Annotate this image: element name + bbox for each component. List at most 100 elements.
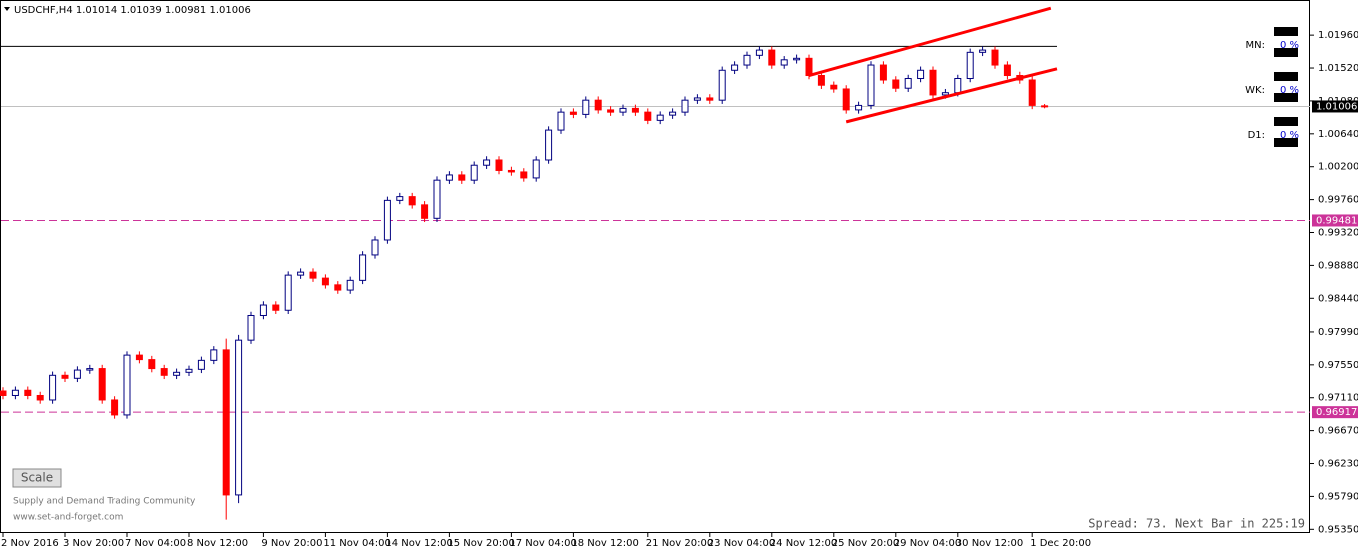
x-tick-label: 3 Nov 20:00 (63, 538, 124, 549)
candle-body (259, 304, 267, 316)
candle-body (842, 88, 850, 111)
widget-bar (1274, 48, 1298, 57)
candle-body (669, 111, 677, 116)
candle-body (383, 199, 391, 241)
x-tick-label: 29 Nov 04:00 (894, 538, 961, 549)
candle-body (532, 159, 540, 179)
candle-body (520, 171, 528, 179)
candle-body (73, 369, 81, 379)
candle-body (607, 109, 615, 113)
candle-body (631, 107, 639, 113)
candle-body (755, 49, 763, 56)
y-tick-label: 0.97990 (1318, 327, 1358, 338)
y-tick-label: 1.00640 (1318, 129, 1358, 140)
x-tick-label: 14 Nov 12:00 (385, 538, 452, 549)
candle-body (892, 79, 900, 89)
x-tick-label: 1 Dec 20:00 (1030, 538, 1091, 549)
y-tick-label: 0.97550 (1318, 360, 1358, 371)
candle-body (334, 284, 342, 291)
candle-body (359, 254, 367, 281)
y-tick-label: 0.95790 (1318, 491, 1358, 502)
candle-body (830, 84, 838, 90)
x-tick-label: 2 Nov 2016 (1, 538, 59, 549)
chart-title: USDCHF,H4 1.01014 1.01039 1.00981 1.0100… (14, 5, 251, 16)
x-tick-label: 25 Nov 20:00 (832, 538, 899, 549)
candle-body (507, 169, 515, 173)
candle-body (247, 314, 255, 341)
level-label: 0.96917 (1316, 407, 1357, 418)
widget-bar (1274, 117, 1298, 126)
trendline (808, 6, 1052, 77)
widget-bar (1274, 138, 1298, 147)
x-tick-label: 15 Nov 20:00 (447, 538, 514, 549)
y-tick-label: 0.99320 (1318, 228, 1358, 239)
candle-body (445, 174, 453, 181)
candle-body (458, 174, 466, 181)
plot-frame (0, 0, 1310, 533)
candle-body (557, 111, 565, 131)
y-tick-label: 0.98440 (1318, 293, 1358, 304)
y-tick-label: 0.96670 (1318, 426, 1358, 437)
candle-body (346, 279, 354, 291)
candle-body (49, 374, 57, 401)
y-tick-label: 0.95350 (1318, 524, 1358, 535)
y-tick-label: 1.00200 (1318, 162, 1358, 173)
x-tick-label: 24 Nov 12:00 (770, 538, 837, 549)
y-tick-label: 0.98880 (1318, 260, 1358, 271)
x-tick-label: 21 Nov 20:00 (646, 538, 713, 549)
candle-body (210, 349, 218, 361)
candle-body (966, 51, 974, 79)
candle-body (780, 59, 788, 66)
candle-body (941, 92, 949, 96)
candle-body (693, 97, 701, 101)
level-label: 0.99481 (1316, 215, 1357, 226)
candle-body (917, 69, 925, 79)
candle-body (135, 354, 143, 361)
candle-body (569, 111, 577, 115)
candle-body (681, 99, 689, 113)
candle-body (24, 389, 32, 396)
candle-body (495, 159, 503, 171)
candle-body (61, 374, 69, 379)
price-tag-label: 1.01006 (1316, 101, 1357, 112)
candle-body (1028, 79, 1036, 106)
x-tick-label: 18 Nov 12:00 (571, 538, 638, 549)
x-tick-label: 11 Nov 04:00 (323, 538, 390, 549)
candle-body (1003, 64, 1011, 77)
candle-body (111, 399, 119, 416)
candle-body (904, 77, 912, 89)
candle-body (718, 69, 726, 101)
y-tick-label: 1.01960 (1318, 30, 1358, 41)
candle-body (309, 271, 317, 279)
candle-body (991, 49, 999, 66)
candle-body (0, 390, 7, 396)
candle-body (545, 129, 553, 161)
candle-body (284, 274, 292, 311)
candle-body (148, 359, 156, 370)
candle-body (954, 77, 962, 94)
candle-body (421, 204, 429, 219)
x-tick-label: 30 Nov 12:00 (956, 538, 1023, 549)
candle-body (619, 107, 627, 113)
brand-url: www.set-and-forget.com (13, 513, 123, 523)
scale-button[interactable] (12, 468, 62, 488)
y-tick-label: 0.99760 (1318, 195, 1358, 206)
scale-button-label[interactable]: Scale (21, 471, 53, 485)
status-text: Spread: 73. Next Bar in 225:19 (1088, 517, 1305, 531)
candle-body (272, 304, 280, 311)
brand-name: Supply and Demand Trading Community (13, 497, 196, 507)
widget-label: MN: (1246, 40, 1265, 51)
candle-body (731, 64, 739, 71)
candle-body (123, 354, 131, 416)
candle-body (235, 339, 243, 496)
candle-body (11, 389, 19, 396)
candle-body (98, 368, 106, 401)
candle-body (979, 49, 987, 53)
candle-body (743, 54, 751, 66)
level-tag (1312, 214, 1358, 227)
candle-body (805, 57, 813, 77)
price-tag (1312, 100, 1358, 113)
x-tick-label: 17 Nov 04:00 (509, 538, 576, 549)
candle-body (396, 196, 404, 201)
widget-label: D1: (1248, 130, 1265, 141)
